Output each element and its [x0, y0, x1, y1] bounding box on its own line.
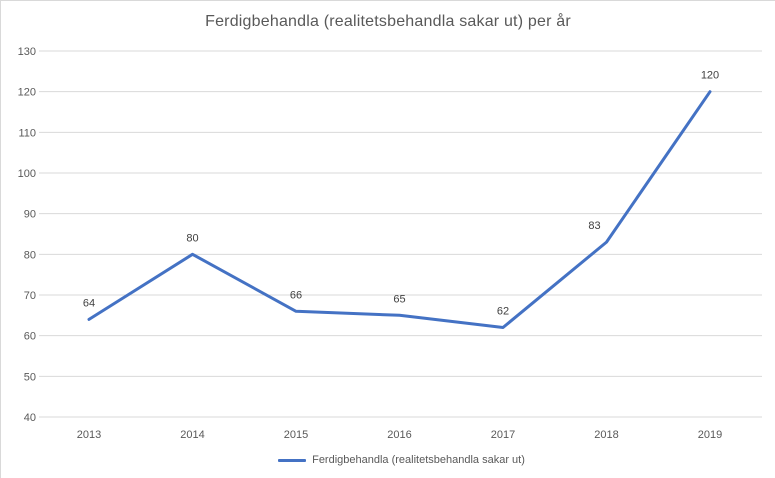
x-tick-label-2018: 2018 — [594, 429, 618, 441]
x-tick-label-2016: 2016 — [387, 429, 411, 441]
y-tick-label-80: 80 — [24, 249, 36, 261]
y-tick-label-90: 90 — [24, 209, 36, 221]
y-tick-label-110: 110 — [18, 127, 36, 139]
data-label-2019: 120 — [701, 70, 719, 82]
data-label-2013: 64 — [83, 297, 95, 309]
y-tick-label-70: 70 — [24, 290, 36, 302]
data-label-2018: 83 — [588, 220, 600, 232]
data-label-2015: 66 — [290, 289, 302, 301]
y-tick-label-100: 100 — [18, 168, 36, 180]
data-label-2014: 80 — [186, 232, 198, 244]
y-tick-label-60: 60 — [24, 331, 36, 343]
data-label-2016: 65 — [393, 293, 405, 305]
series-line — [87, 90, 712, 329]
x-tick-label-2013: 2013 — [77, 429, 101, 441]
legend-label: Ferdigbehandla (realitetsbehandla sakar … — [312, 454, 525, 466]
y-tick-label-50: 50 — [24, 371, 36, 383]
x-tick-label-2015: 2015 — [284, 429, 308, 441]
x-tick-label-2017: 2017 — [491, 429, 515, 441]
y-tick-label-40: 40 — [24, 412, 36, 424]
legend-line-swatch — [278, 458, 307, 462]
x-tick-label-2019: 2019 — [698, 429, 722, 441]
y-tick-label-120: 120 — [18, 87, 36, 99]
data-label-2017: 62 — [497, 306, 509, 318]
chart-legend: Ferdigbehandla (realitetsbehandla sakar … — [41, 452, 762, 468]
y-tick-label-130: 130 — [18, 46, 36, 58]
chart-title: Ferdigbehandla (realitetsbehandla sakar … — [205, 13, 571, 30]
x-tick-label-2014: 2014 — [180, 429, 204, 441]
